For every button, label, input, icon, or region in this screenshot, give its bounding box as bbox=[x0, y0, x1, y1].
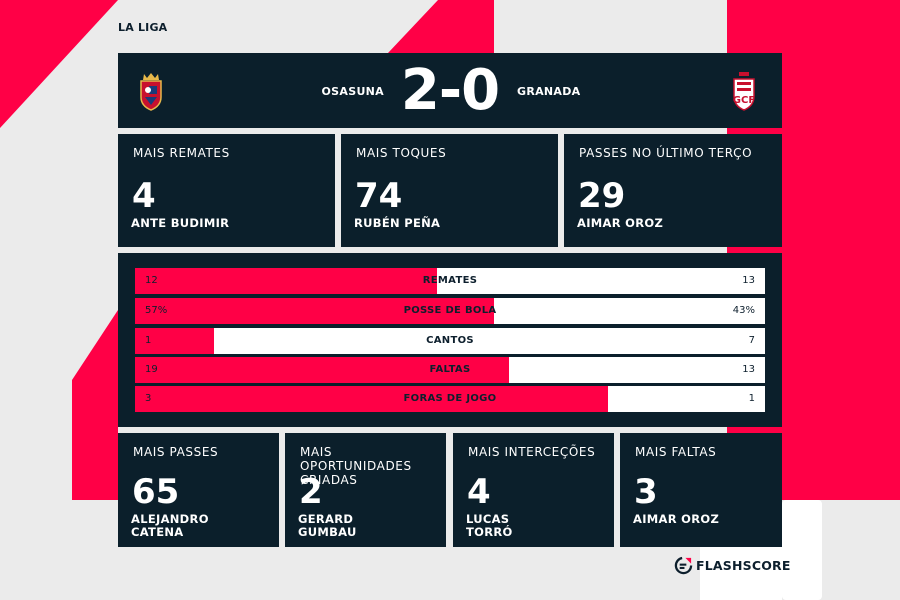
match-score: 2-0 bbox=[400, 58, 500, 123]
comparison-home-bar bbox=[135, 298, 495, 324]
league-name: LA LIGA bbox=[118, 21, 168, 34]
team-comparison-panel: 12 REMATES 13 57% POSSE DE BOLA 43% 1 CA… bbox=[118, 253, 782, 427]
comparison-home-bar bbox=[135, 386, 608, 412]
svg-text:GCF: GCF bbox=[733, 95, 755, 106]
comparison-away-value: 43% bbox=[732, 305, 755, 316]
stat-card-most-touches: MAIS TOQUES 74 RUBÉN PEÑA bbox=[341, 134, 558, 247]
comparison-away-value: 13 bbox=[742, 275, 755, 286]
stat-card-label: MAIS OPORTUNIDADES CRIADAS bbox=[300, 445, 412, 487]
stat-card-most-passes: MAIS PASSES 65 ALEJANDRO CATENA bbox=[118, 433, 279, 547]
osasuna-crest-icon bbox=[140, 73, 162, 111]
match-header: OSASUNA 2-0 GRANADA GCF bbox=[118, 53, 782, 128]
stat-card-player: RUBÉN PEÑA bbox=[354, 216, 441, 230]
comparison-label: CANTOS bbox=[426, 335, 474, 346]
stat-card-player: AIMAR OROZ bbox=[577, 216, 664, 230]
stat-card-most-chances-created: MAIS OPORTUNIDADES CRIADAS 2 GERARD GUMB… bbox=[285, 433, 446, 547]
stat-card-final-third-passes: PASSES NO ÚLTIMO TERÇO 29 AIMAR OROZ bbox=[564, 134, 782, 247]
stat-card-most-fouls: MAIS FALTAS 3 AIMAR OROZ bbox=[620, 433, 782, 547]
stat-card-value: 29 bbox=[578, 176, 626, 216]
stat-card-most-interceptions: MAIS INTERCEÇÕES 4 LUCAS TORRÓ bbox=[453, 433, 614, 547]
granada-crest-icon: GCF bbox=[733, 72, 755, 111]
comparison-home-value: 1 bbox=[145, 335, 152, 346]
home-team-name: OSASUNA bbox=[321, 85, 384, 98]
comparison-home-value: 19 bbox=[145, 364, 158, 375]
stat-card-label: MAIS TOQUES bbox=[356, 146, 447, 160]
stat-card-value: 4 bbox=[467, 472, 491, 512]
comparison-row-possession: 57% POSSE DE BOLA 43% bbox=[135, 298, 765, 324]
stat-card-player: ALEJANDRO CATENA bbox=[131, 512, 209, 539]
comparison-label: POSSE DE BOLA bbox=[403, 305, 497, 316]
away-team-name: GRANADA bbox=[517, 85, 581, 98]
comparison-label: FALTAS bbox=[429, 364, 471, 375]
flashscore-logo-icon bbox=[674, 556, 693, 575]
stat-card-label: MAIS REMATES bbox=[133, 146, 230, 160]
comparison-home-bar bbox=[135, 357, 510, 383]
stat-card-label: PASSES NO ÚLTIMO TERÇO bbox=[579, 146, 753, 160]
comparison-home-value: 3 bbox=[145, 393, 152, 404]
comparison-row-offsides: 3 FORAS DE JOGO 1 bbox=[135, 386, 765, 412]
stat-card-player: ANTE BUDIMIR bbox=[131, 216, 230, 230]
stat-card-value: 4 bbox=[132, 176, 156, 216]
stat-card-player: GERARD GUMBAU bbox=[298, 512, 357, 539]
stat-card-label: MAIS INTERCEÇÕES bbox=[468, 445, 596, 459]
comparison-row-corners: 1 CANTOS 7 bbox=[135, 328, 765, 354]
comparison-home-value: 57% bbox=[145, 305, 168, 316]
comparison-home-bar bbox=[135, 328, 214, 354]
comparison-away-value: 7 bbox=[748, 335, 755, 346]
brand-name: FLASHSCORE bbox=[696, 558, 791, 573]
stat-card-player: LUCAS TORRÓ bbox=[466, 512, 513, 539]
comparison-home-bar bbox=[135, 268, 438, 294]
comparison-row-shots: 12 REMATES 13 bbox=[135, 268, 765, 294]
stat-card-value: 65 bbox=[132, 472, 180, 512]
stat-card-player: AIMAR OROZ bbox=[633, 512, 720, 526]
stat-card-value: 2 bbox=[299, 472, 323, 512]
stat-card-value: 3 bbox=[634, 472, 658, 512]
comparison-row-fouls: 19 FALTAS 13 bbox=[135, 357, 765, 383]
comparison-label: FORAS DE JOGO bbox=[403, 393, 497, 404]
stat-card-value: 74 bbox=[355, 176, 403, 216]
comparison-away-value: 1 bbox=[748, 393, 755, 404]
stat-card-label: MAIS FALTAS bbox=[635, 445, 717, 459]
comparison-label: REMATES bbox=[422, 275, 478, 286]
comparison-home-value: 12 bbox=[145, 275, 158, 286]
comparison-away-value: 13 bbox=[742, 364, 755, 375]
stat-card-label: MAIS PASSES bbox=[133, 445, 219, 459]
stat-card-most-shots: MAIS REMATES 4 ANTE BUDIMIR bbox=[118, 134, 335, 247]
